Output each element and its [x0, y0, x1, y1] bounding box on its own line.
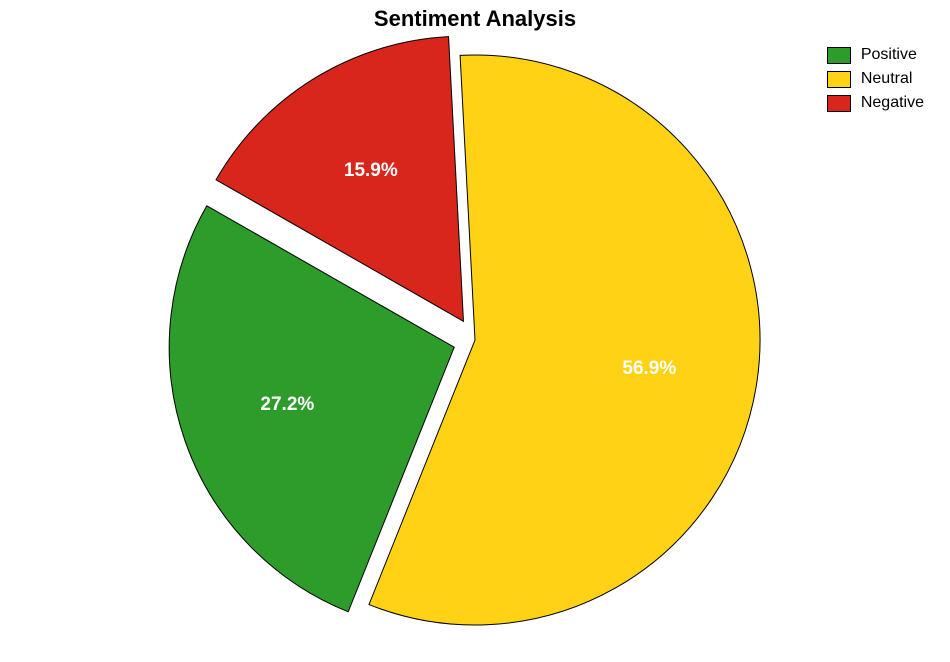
legend-item-neutral: Neutral	[827, 70, 924, 88]
legend-label-neutral: Neutral	[861, 70, 913, 88]
legend-label-positive: Positive	[861, 46, 917, 64]
legend-swatch-neutral	[827, 71, 851, 88]
legend-item-positive: Positive	[827, 46, 924, 64]
legend-swatch-positive	[827, 47, 851, 64]
pie-slice-label-positive: 27.2%	[260, 394, 314, 416]
legend: Positive Neutral Negative	[827, 46, 924, 112]
legend-swatch-negative	[827, 95, 851, 112]
sentiment-pie-chart: Sentiment Analysis PositiveNeutralNegati…	[0, 0, 950, 662]
pie-slice-label-negative: 15.9%	[344, 160, 398, 182]
pie-slice-label-neutral: 56.9%	[622, 358, 676, 380]
legend-item-negative: Negative	[827, 94, 924, 112]
pie-svg	[0, 0, 950, 662]
legend-label-negative: Negative	[861, 94, 924, 112]
